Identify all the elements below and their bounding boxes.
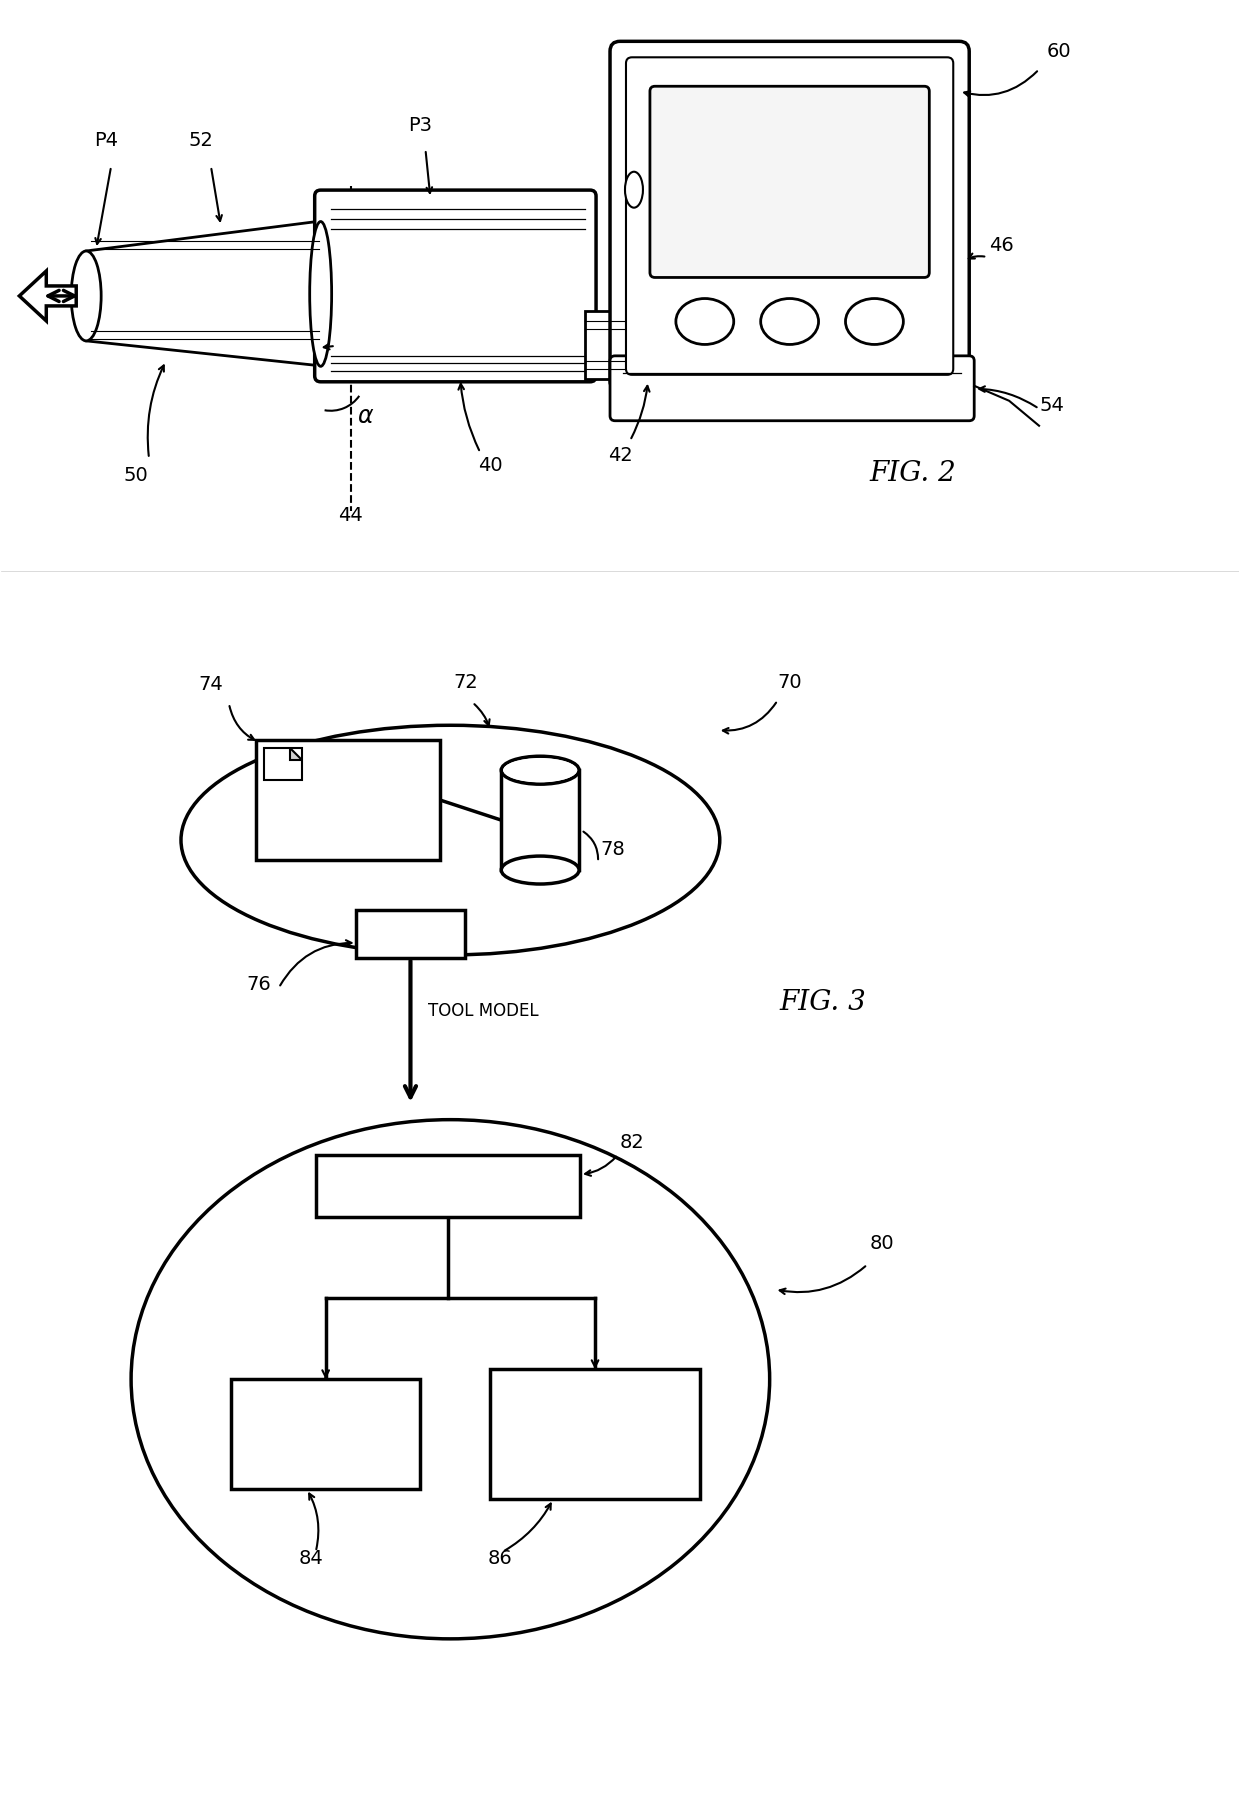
Text: AUTOMATED
MACHINING
CENTER: AUTOMATED MACHINING CENTER (542, 1409, 649, 1461)
Ellipse shape (676, 298, 734, 345)
Polygon shape (290, 748, 301, 760)
Bar (316, 1155, 580, 1217)
Ellipse shape (181, 726, 719, 954)
Text: P4: P4 (94, 131, 118, 151)
Text: TOOL MODEL: TOOL MODEL (429, 1003, 539, 1021)
FancyBboxPatch shape (626, 58, 954, 376)
Text: CONTROLLER: CONTROLLER (386, 1177, 510, 1195)
Text: 3D
PRINTER: 3D PRINTER (285, 1414, 366, 1454)
Ellipse shape (310, 221, 331, 367)
FancyBboxPatch shape (610, 356, 975, 420)
Ellipse shape (131, 1120, 770, 1639)
Ellipse shape (501, 757, 579, 783)
Polygon shape (20, 271, 76, 322)
Text: 80: 80 (869, 1235, 894, 1254)
Text: 54: 54 (1039, 395, 1064, 415)
Ellipse shape (501, 855, 579, 884)
Text: 86: 86 (487, 1549, 512, 1569)
Text: 44: 44 (339, 505, 363, 525)
Text: FIG. 3: FIG. 3 (780, 988, 867, 1015)
FancyBboxPatch shape (315, 190, 596, 381)
Text: 82: 82 (620, 1132, 645, 1152)
Ellipse shape (760, 298, 818, 345)
Bar (255, 740, 440, 861)
Polygon shape (87, 221, 321, 367)
Text: $\alpha$: $\alpha$ (357, 404, 374, 428)
Text: 74: 74 (198, 676, 223, 694)
Text: 78: 78 (600, 839, 625, 859)
Text: 84: 84 (299, 1549, 324, 1569)
FancyBboxPatch shape (650, 86, 929, 277)
Text: 52: 52 (188, 131, 213, 151)
Text: 60: 60 (1047, 41, 1071, 61)
Text: 46: 46 (990, 235, 1014, 255)
Text: 76: 76 (247, 974, 272, 994)
Text: HMI: HMI (392, 925, 429, 943)
Ellipse shape (625, 173, 644, 208)
Ellipse shape (71, 252, 102, 341)
Text: P3: P3 (408, 117, 433, 135)
Bar (501, 771, 579, 870)
Bar (490, 1369, 699, 1499)
Text: 70: 70 (777, 674, 802, 692)
Text: WORK
STATION: WORK STATION (326, 789, 399, 821)
Text: 72: 72 (453, 674, 477, 692)
Bar (356, 909, 465, 958)
Polygon shape (87, 331, 321, 367)
Text: FIG. 2: FIG. 2 (869, 460, 956, 487)
FancyBboxPatch shape (610, 41, 970, 390)
Ellipse shape (503, 758, 577, 782)
Text: 40: 40 (477, 456, 502, 474)
Ellipse shape (846, 298, 904, 345)
Bar (264, 748, 301, 780)
Text: 42: 42 (608, 446, 632, 465)
Bar (585, 311, 719, 379)
Bar (231, 1380, 420, 1490)
Text: 50: 50 (124, 465, 149, 485)
